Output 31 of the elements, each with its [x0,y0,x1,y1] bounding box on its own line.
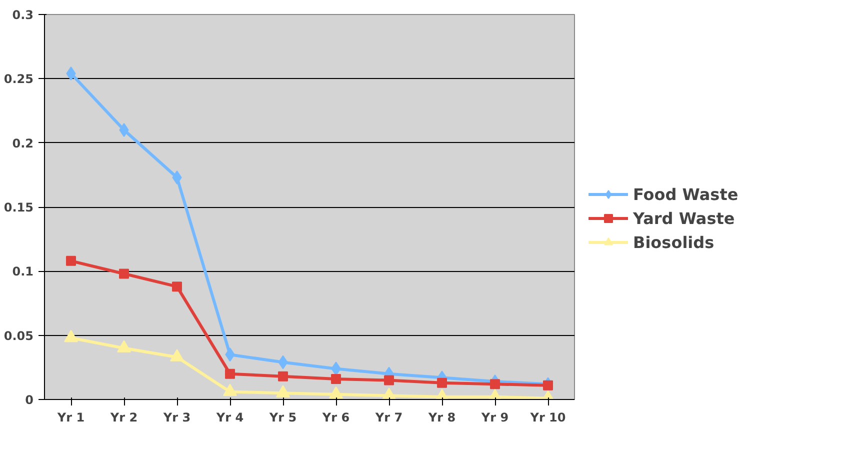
legend-label: Biosolids [633,232,714,252]
x-tick-label: Yr 2 [109,410,138,424]
point [172,282,182,292]
x-tick-label: Yr 4 [215,410,244,424]
point [278,371,288,382]
x-tick-label: Yr 10 [529,410,566,424]
point [384,375,394,386]
y-tick-label: 0.15 [4,200,34,214]
point [543,380,553,390]
point [119,123,129,137]
legend-label: Food Waste [633,184,738,204]
x-tick-label: Yr 3 [162,410,191,424]
y-tick-label: 0 [25,393,34,407]
point [119,268,129,279]
point [490,379,500,390]
x-tick-label: Yr 8 [427,410,456,424]
point [66,256,76,266]
x-tick-label: Yr 6 [321,410,350,424]
y-tick-label: 0.1 [12,264,34,279]
y-tick-label: 0.25 [4,72,34,86]
x-tick-label: Yr 5 [268,410,297,424]
point [437,378,447,388]
x-tick-label: Yr 9 [480,410,509,424]
point [331,374,341,384]
y-tick-label: 0.3 [12,8,34,22]
point [225,368,235,379]
y-tick-label: 0.05 [4,328,34,343]
x-tick-label: Yr 7 [374,410,403,424]
x-tick-label: Yr 1 [56,410,85,424]
y-tick-label: 0.2 [12,136,34,150]
legend-label: Yard Waste [633,208,735,228]
